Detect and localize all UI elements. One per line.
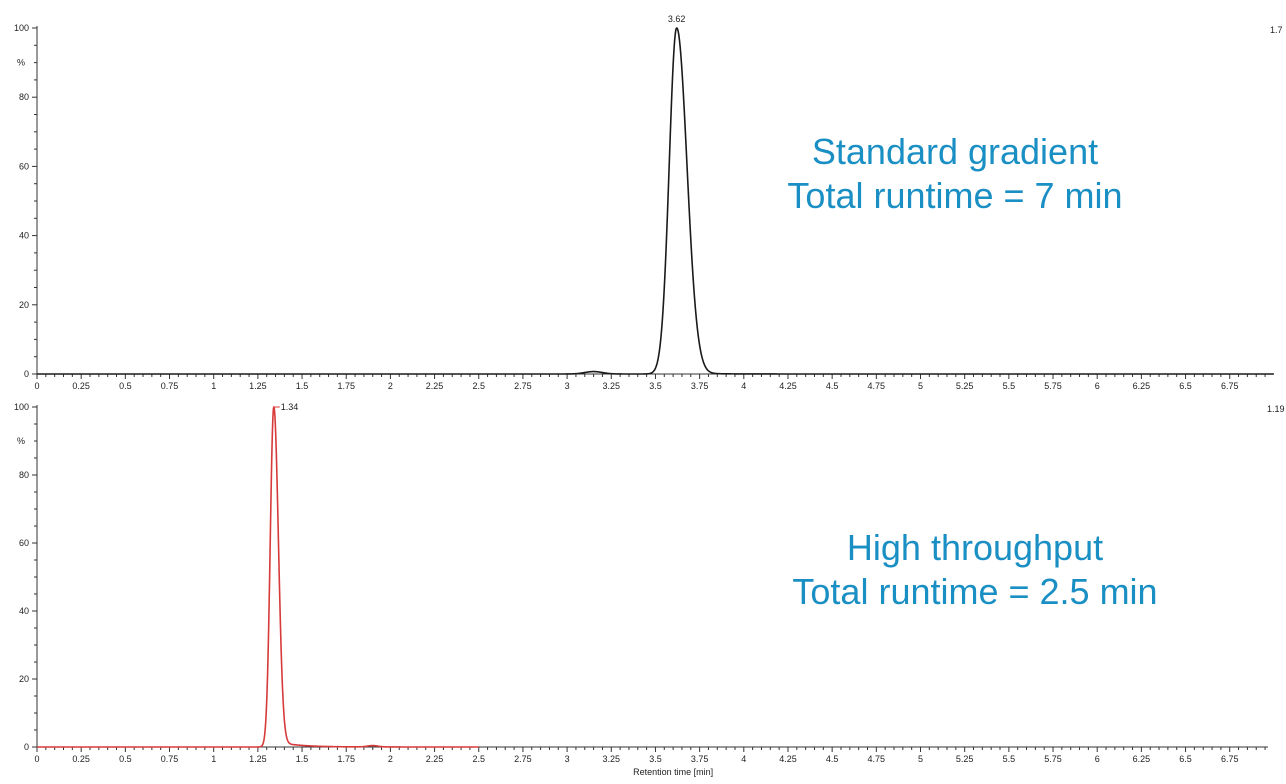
- panel-1-x-tick-label: 3.25: [603, 381, 621, 391]
- panel-1-peak-label: 3.62: [668, 14, 686, 24]
- panel-1-x-tick-label: 4.25: [779, 381, 797, 391]
- panel-2-x-tick-label: 6.75: [1221, 754, 1239, 764]
- panel-2-x-tick-label: 1.25: [249, 754, 267, 764]
- panel-1-x-tick-label: 0.5: [119, 381, 132, 391]
- panel-2-x-tick-label: 0: [34, 754, 39, 764]
- panel-1-x-tick-label: 1.75: [337, 381, 355, 391]
- panel-2-peak-label: 1.34: [281, 402, 299, 412]
- panel-1-x-tick-label: 5.75: [1044, 381, 1062, 391]
- panel-2-y-tick-label: 60: [19, 538, 29, 548]
- annotation-high-throughput: High throughput Total runtime = 2.5 min: [740, 526, 1210, 614]
- panel-2-x-tick-label: 3.75: [691, 754, 709, 764]
- panel-2-x-tick-label: 6: [1095, 754, 1100, 764]
- panel-1-trace: [36, 27, 1275, 375]
- panel-1-x-tick-label: 1.5: [296, 381, 309, 391]
- panel-2-x-tick-label: 1.75: [337, 754, 355, 764]
- panel-1-x-tick-label: 2.75: [514, 381, 532, 391]
- panel-1-x-tick-label: 0: [34, 381, 39, 391]
- panel-2-x-tick-label: 6.25: [1133, 754, 1151, 764]
- panel-2-x-tick-label: 1: [211, 754, 216, 764]
- panel-2-x-tick-label: 2.5: [472, 754, 485, 764]
- panel-1-x-tick-label: 4.5: [826, 381, 839, 391]
- panel-1-y-tick-label: 0: [24, 369, 29, 379]
- panel-2-x-axis-title: Retention time [min]: [633, 767, 713, 777]
- panel-1-x-tick-label: 6.25: [1133, 381, 1151, 391]
- annotation-standard: Standard gradient Total runtime = 7 min: [720, 130, 1190, 218]
- panel-1-y-tick-label: 60: [19, 161, 29, 171]
- panel-2-x-tick-label: 3: [565, 754, 570, 764]
- panel-2-x-tick-label: 2.75: [514, 754, 532, 764]
- panel-1-x-tick-label: 3: [565, 381, 570, 391]
- annotation-standard-line2: Total runtime = 7 min: [787, 175, 1123, 216]
- panel-2-y-tick-label: 20: [19, 674, 29, 684]
- panel-1-x-tick-label: 6: [1095, 381, 1100, 391]
- panel-1-x-tick-label: 1: [211, 381, 216, 391]
- panel-2-x-tick-label: 3.5: [649, 754, 662, 764]
- panel-1-x-tick-label: 2.5: [472, 381, 485, 391]
- panel-2-x-tick-label: 1.5: [296, 754, 309, 764]
- panel-2-y-tick-label: 80: [19, 470, 29, 480]
- panel-2-x-tick-label: 5.25: [956, 754, 974, 764]
- panel-2-y-tick-label: 0: [24, 742, 29, 752]
- panel-1-x-tick-label: 2: [388, 381, 393, 391]
- panel-2-x-tick-label: 5: [918, 754, 923, 764]
- panel-2-trace: [36, 406, 480, 748]
- panel-1-x-tick-label: 1.25: [249, 381, 267, 391]
- panel-1-x-tick-label: 3.75: [691, 381, 709, 391]
- panel-1-y-tick-label: 20: [19, 300, 29, 310]
- panel-2-x-tick-label: 4.5: [826, 754, 839, 764]
- panel-2-x-tick-label: 5.5: [1003, 754, 1016, 764]
- annotation-high-throughput-line2: Total runtime = 2.5 min: [792, 571, 1158, 612]
- panel-2-y-tick-label: 100: [14, 402, 29, 412]
- panel-2-y-unit-label: %: [17, 436, 25, 446]
- panel-1-x-tick-label: 4: [741, 381, 746, 391]
- panel-2-x-tick-label: 6.5: [1179, 754, 1192, 764]
- panel-1-x-tick-label: 2.25: [426, 381, 444, 391]
- panel-1-x-tick-label: 0.25: [72, 381, 90, 391]
- panel-1-x-tick-label: 6.5: [1179, 381, 1192, 391]
- panel-1-y-unit-label: %: [17, 58, 25, 68]
- panel-2-x-tick-label: 4.25: [779, 754, 797, 764]
- panel-1-x-tick-label: 5.5: [1003, 381, 1016, 391]
- panel-2-x-tick-label: 0.5: [119, 754, 132, 764]
- panel-1-x-tick-label: 6.75: [1221, 381, 1239, 391]
- panel-2-x-tick-label: 0.25: [72, 754, 90, 764]
- panel-2-corner-label: 1.19: [1267, 404, 1285, 414]
- panel-2-x-tick-label: 2: [388, 754, 393, 764]
- panel-1-corner-label: 1.7: [1270, 25, 1283, 35]
- panel-1-y-tick-label: 80: [19, 92, 29, 102]
- panel-2-x-tick-label: 4: [741, 754, 746, 764]
- panel-2-x-tick-label: 5.75: [1044, 754, 1062, 764]
- panel-1-x-tick-label: 0.75: [161, 381, 179, 391]
- annotation-standard-line1: Standard gradient: [811, 131, 1099, 172]
- panel-2-y-tick-label: 40: [19, 606, 29, 616]
- panel-1-y-tick-label: 40: [19, 231, 29, 241]
- panel-1-x-tick-label: 5: [918, 381, 923, 391]
- panel-1-y-tick-label: 100: [14, 23, 29, 33]
- panel-2-x-tick-label: 0.75: [161, 754, 179, 764]
- panel-2-x-tick-label: 3.25: [603, 754, 621, 764]
- panel-1-x-tick-label: 3.5: [649, 381, 662, 391]
- annotation-high-throughput-line1: High throughput: [846, 527, 1104, 568]
- panel-2-x-tick-label: 2.25: [426, 754, 444, 764]
- panel-2-x-tick-label: 4.75: [868, 754, 886, 764]
- panel-1-x-tick-label: 5.25: [956, 381, 974, 391]
- panel-1-x-tick-label: 4.75: [868, 381, 886, 391]
